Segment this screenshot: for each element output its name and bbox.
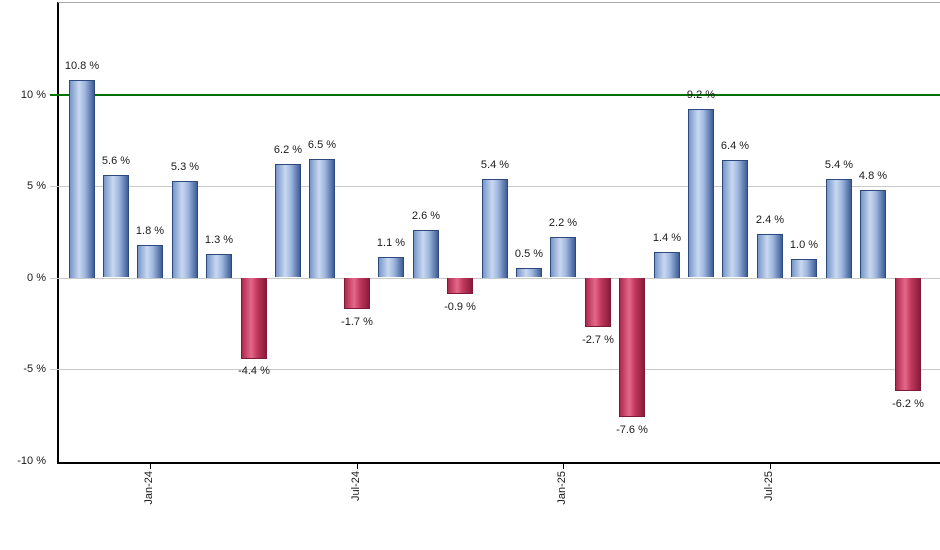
bar-4 <box>172 181 198 278</box>
bar-2 <box>103 175 129 277</box>
bar-value-label-24: 4.8 % <box>858 170 888 182</box>
bar-7 <box>275 164 301 277</box>
x-tick-mark-Jan-25 <box>563 464 564 469</box>
bar-13 <box>482 179 508 278</box>
y-tick-label-5: 5 % <box>27 180 46 192</box>
bar-6 <box>241 278 267 359</box>
bar-25 <box>895 278 921 391</box>
bar-20 <box>722 160 748 277</box>
bar-value-label-15: 2.2 % <box>548 217 578 229</box>
bar-value-label-21: 2.4 % <box>755 214 785 226</box>
bar-1 <box>69 80 95 278</box>
bar-value-label-16: -2.7 % <box>582 334 614 346</box>
bar-value-label-2: 5.6 % <box>101 155 131 167</box>
bar-value-label-8: 6.5 % <box>307 139 337 151</box>
bar-18 <box>654 252 680 278</box>
bar-value-label-17: -7.6 % <box>616 424 648 436</box>
bar-3 <box>137 245 163 278</box>
bar-16 <box>585 278 611 327</box>
bar-value-label-11: 2.6 % <box>411 210 441 222</box>
reference-line-10pct <box>50 94 940 96</box>
bar-value-label-23: 5.4 % <box>824 159 854 171</box>
gridline--5pct <box>50 369 940 370</box>
y-tick-label--10: -10 % <box>17 455 46 467</box>
bar-21 <box>757 234 783 278</box>
bar-22 <box>791 259 817 277</box>
bar-19 <box>688 109 714 277</box>
x-tick-label-Jul-24: Jul-24 <box>350 471 362 501</box>
bar-value-label-14: 0.5 % <box>514 248 544 260</box>
y-tick-label-10: 10 % <box>20 89 46 101</box>
x-tick-mark-Jul-25 <box>770 464 771 469</box>
bar-14 <box>516 268 542 277</box>
bar-12 <box>447 278 473 294</box>
x-tick-mark-Jul-24 <box>357 464 358 469</box>
bar-8 <box>309 159 335 278</box>
bar-value-label-22: 1.0 % <box>789 239 819 251</box>
bar-15 <box>550 237 576 277</box>
plot-frame <box>57 2 940 464</box>
bar-value-label-10: 1.1 % <box>376 237 406 249</box>
bar-value-label-25: -6.2 % <box>892 398 924 410</box>
bar-value-label-18: 1.4 % <box>652 232 682 244</box>
x-tick-label-Jul-25: Jul-25 <box>763 471 775 501</box>
gridline-0pct <box>50 278 940 279</box>
bar-24 <box>860 190 886 278</box>
bar-10 <box>378 257 404 277</box>
bar-value-label-7: 6.2 % <box>273 144 303 156</box>
bar-17 <box>619 278 645 417</box>
bar-value-label-19: 9.2 % <box>686 89 716 101</box>
bar-value-label-13: 5.4 % <box>480 159 510 171</box>
bar-value-label-6: -4.4 % <box>238 365 270 377</box>
bar-value-label-1: 10.8 % <box>64 60 100 72</box>
x-tick-label-Jan-25: Jan-25 <box>556 471 568 505</box>
y-tick-label-0: 0 % <box>27 272 46 284</box>
bar-value-label-4: 5.3 % <box>170 161 200 173</box>
bar-11 <box>413 230 439 278</box>
bar-value-label-20: 6.4 % <box>720 140 750 152</box>
bar-9 <box>344 278 370 309</box>
bar-5 <box>206 254 232 278</box>
bar-23 <box>826 179 852 278</box>
x-tick-label-Jan-24: Jan-24 <box>143 471 155 505</box>
bar-value-label-9: -1.7 % <box>341 316 373 328</box>
bar-value-label-3: 1.8 % <box>135 225 165 237</box>
bar-value-label-5: 1.3 % <box>204 234 234 246</box>
x-tick-mark-Jan-24 <box>150 464 151 469</box>
bar-value-label-12: -0.9 % <box>444 301 476 313</box>
y-tick-label--5: -5 % <box>23 363 46 375</box>
